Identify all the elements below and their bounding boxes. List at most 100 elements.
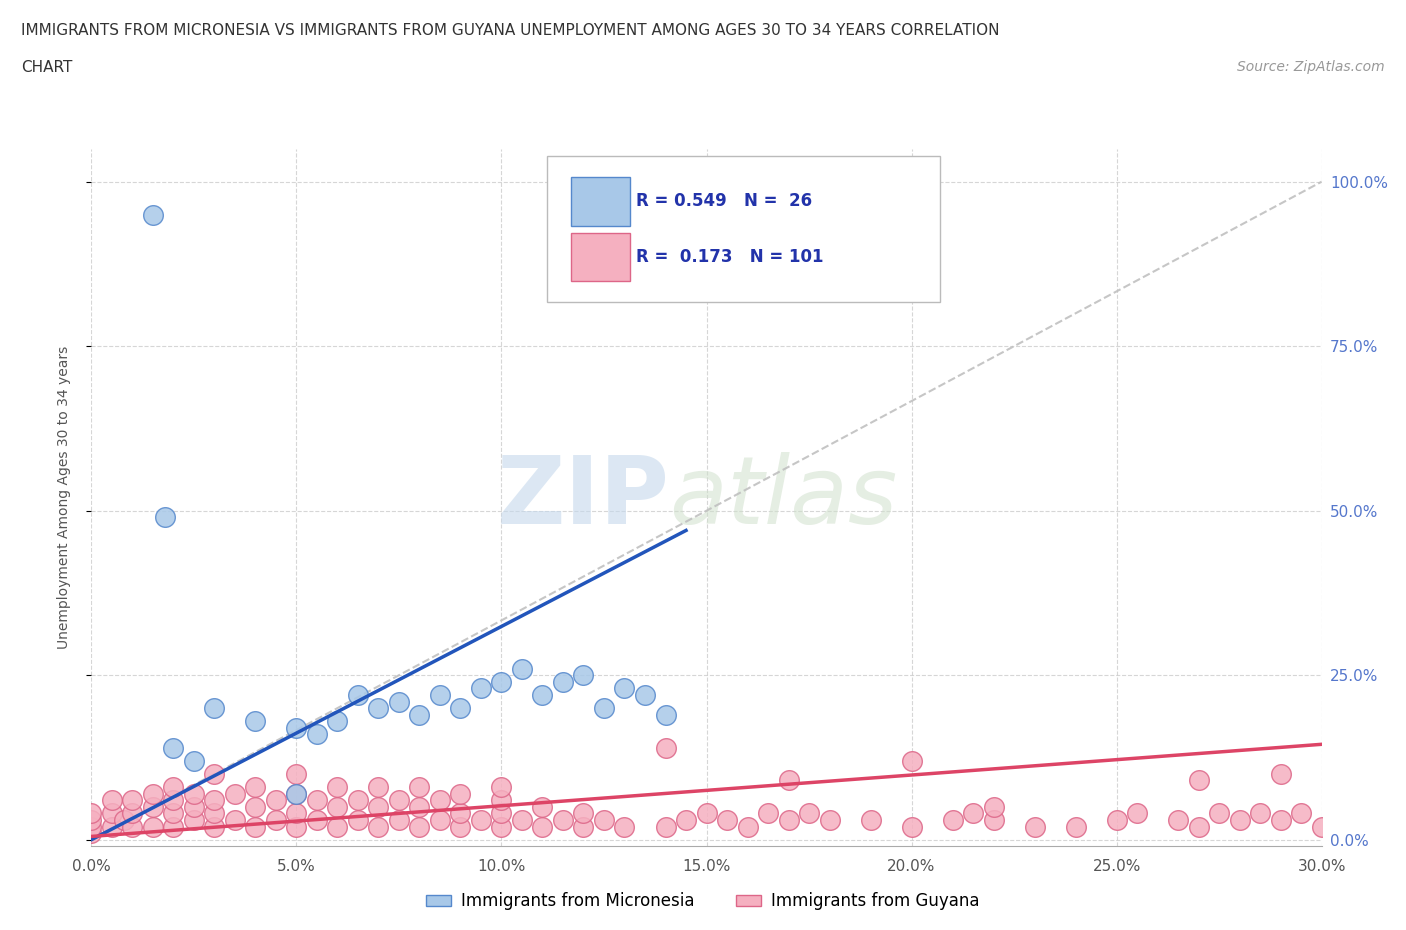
- Point: [449, 700, 471, 715]
- FancyBboxPatch shape: [547, 156, 941, 302]
- Point: [408, 779, 430, 794]
- Point: [183, 786, 205, 801]
- Point: [983, 813, 1005, 828]
- FancyBboxPatch shape: [571, 177, 630, 226]
- Legend: Immigrants from Micronesia, Immigrants from Guyana: Immigrants from Micronesia, Immigrants f…: [419, 885, 987, 917]
- Point: [1289, 806, 1312, 821]
- FancyBboxPatch shape: [571, 232, 630, 282]
- Point: [429, 687, 451, 702]
- Point: [551, 813, 574, 828]
- Point: [778, 773, 800, 788]
- Point: [613, 681, 636, 696]
- Point: [654, 819, 676, 834]
- Point: [1064, 819, 1087, 834]
- Point: [80, 826, 103, 841]
- Point: [491, 674, 513, 689]
- Point: [80, 813, 103, 828]
- Point: [470, 813, 492, 828]
- Point: [737, 819, 759, 834]
- Point: [162, 779, 184, 794]
- Point: [162, 819, 184, 834]
- Point: [695, 806, 717, 821]
- Point: [101, 806, 124, 821]
- Point: [449, 806, 471, 821]
- Point: [202, 819, 225, 834]
- Point: [1249, 806, 1271, 821]
- Point: [1167, 813, 1189, 828]
- Point: [153, 510, 177, 525]
- Point: [572, 819, 595, 834]
- Point: [470, 681, 492, 696]
- Point: [245, 779, 267, 794]
- Point: [1187, 773, 1209, 788]
- Point: [367, 819, 389, 834]
- Point: [531, 819, 554, 834]
- Text: atlas: atlas: [669, 452, 898, 543]
- Point: [900, 753, 922, 768]
- Text: ZIP: ZIP: [496, 452, 669, 543]
- Point: [305, 727, 328, 742]
- Point: [142, 786, 165, 801]
- Point: [367, 779, 389, 794]
- Point: [121, 819, 143, 834]
- Point: [962, 806, 984, 821]
- Text: R = 0.549   N =  26: R = 0.549 N = 26: [637, 193, 813, 210]
- Point: [326, 779, 349, 794]
- Point: [510, 813, 533, 828]
- Point: [388, 813, 411, 828]
- Text: IMMIGRANTS FROM MICRONESIA VS IMMIGRANTS FROM GUYANA UNEMPLOYMENT AMONG AGES 30 : IMMIGRANTS FROM MICRONESIA VS IMMIGRANTS…: [21, 23, 1000, 38]
- Point: [408, 819, 430, 834]
- Point: [1229, 813, 1251, 828]
- Point: [326, 819, 349, 834]
- Point: [202, 700, 225, 715]
- Point: [429, 813, 451, 828]
- Point: [900, 819, 922, 834]
- Text: Source: ZipAtlas.com: Source: ZipAtlas.com: [1237, 60, 1385, 74]
- Point: [162, 792, 184, 807]
- Point: [572, 668, 595, 683]
- Point: [202, 766, 225, 781]
- Point: [347, 813, 370, 828]
- Point: [305, 813, 328, 828]
- Point: [593, 813, 616, 828]
- Point: [367, 800, 389, 815]
- Point: [1126, 806, 1149, 821]
- Point: [408, 707, 430, 722]
- Point: [326, 714, 349, 729]
- Point: [654, 740, 676, 755]
- Text: R =  0.173   N = 101: R = 0.173 N = 101: [637, 248, 824, 266]
- Point: [1024, 819, 1046, 834]
- Point: [224, 786, 246, 801]
- Point: [264, 813, 287, 828]
- Point: [613, 819, 636, 834]
- Y-axis label: Unemployment Among Ages 30 to 34 years: Unemployment Among Ages 30 to 34 years: [56, 346, 70, 649]
- Point: [1208, 806, 1230, 821]
- Point: [634, 687, 657, 702]
- Point: [859, 813, 882, 828]
- Point: [593, 700, 616, 715]
- Point: [101, 819, 124, 834]
- Point: [264, 792, 287, 807]
- Point: [142, 207, 165, 222]
- Point: [491, 819, 513, 834]
- Point: [305, 792, 328, 807]
- Point: [449, 786, 471, 801]
- Point: [367, 700, 389, 715]
- Point: [202, 806, 225, 821]
- Point: [142, 800, 165, 815]
- Point: [80, 819, 103, 834]
- Point: [818, 813, 841, 828]
- Point: [347, 687, 370, 702]
- Point: [245, 819, 267, 834]
- Point: [510, 661, 533, 676]
- Point: [162, 740, 184, 755]
- Point: [449, 819, 471, 834]
- Point: [285, 806, 308, 821]
- Point: [183, 800, 205, 815]
- Point: [388, 792, 411, 807]
- Point: [388, 694, 411, 709]
- Point: [1310, 819, 1333, 834]
- Point: [1270, 766, 1292, 781]
- Point: [491, 779, 513, 794]
- Point: [347, 792, 370, 807]
